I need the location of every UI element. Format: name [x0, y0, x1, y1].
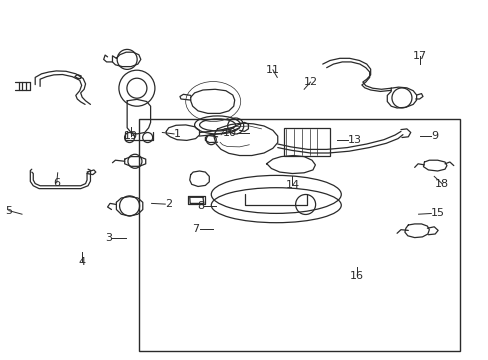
Text: 18: 18	[434, 179, 448, 189]
Text: 1: 1	[174, 129, 181, 139]
Text: 12: 12	[303, 77, 317, 87]
Text: 7: 7	[192, 224, 199, 234]
Text: 11: 11	[265, 65, 279, 75]
Text: 14: 14	[285, 180, 299, 190]
Text: 13: 13	[347, 135, 362, 145]
Bar	[139, 119, 459, 351]
Text: 3: 3	[105, 233, 112, 243]
Text: 16: 16	[349, 271, 363, 282]
Text: 9: 9	[430, 131, 438, 141]
Text: 17: 17	[412, 51, 426, 61]
Text: 15: 15	[430, 208, 445, 219]
Text: 2: 2	[165, 199, 172, 209]
Bar	[283, 128, 329, 156]
Text: 4: 4	[79, 257, 85, 267]
Text: 5: 5	[5, 206, 12, 216]
Text: 19: 19	[124, 131, 138, 141]
Text: 8: 8	[197, 201, 204, 211]
Text: 6: 6	[53, 178, 60, 188]
Text: 10: 10	[222, 128, 236, 138]
